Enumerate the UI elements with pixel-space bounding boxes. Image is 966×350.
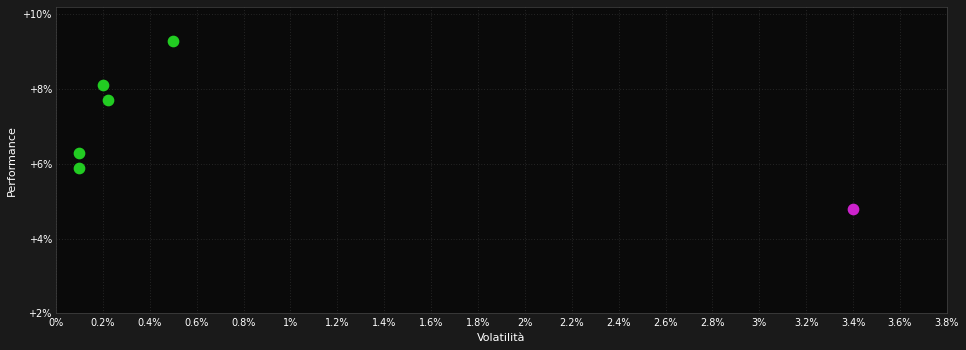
Point bbox=[845, 206, 861, 211]
Point bbox=[71, 150, 87, 155]
Point bbox=[71, 165, 87, 170]
Point bbox=[99, 98, 115, 103]
Point bbox=[96, 83, 111, 88]
Point bbox=[165, 38, 181, 43]
X-axis label: Volatilità: Volatilità bbox=[477, 333, 526, 343]
Y-axis label: Performance: Performance bbox=[7, 125, 17, 196]
